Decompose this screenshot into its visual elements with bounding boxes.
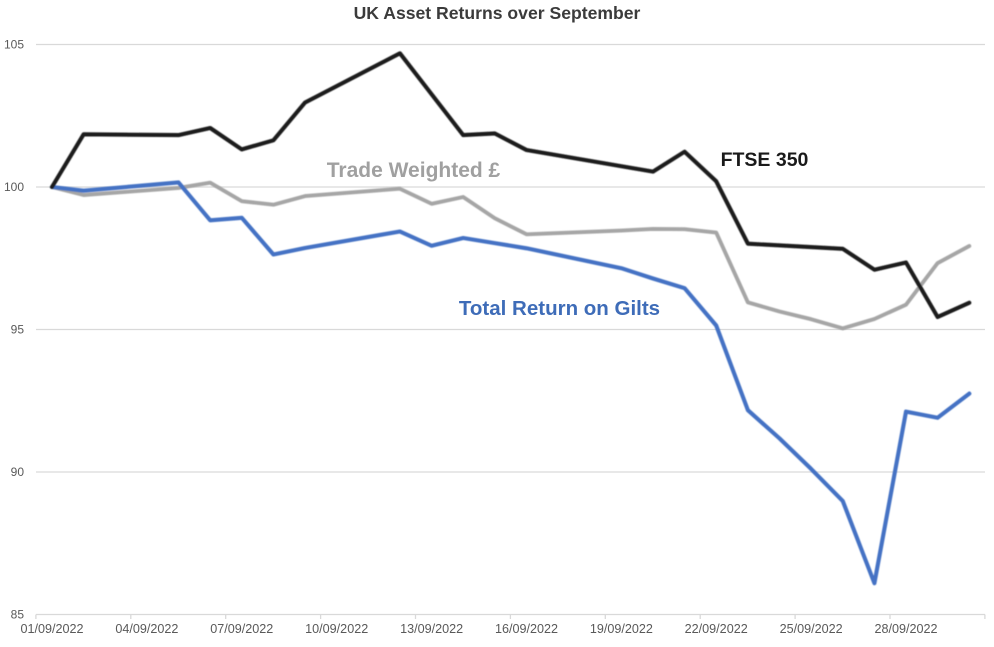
svg-text:10/09/2022: 10/09/2022 — [305, 622, 368, 636]
svg-text:85: 85 — [11, 608, 25, 622]
svg-text:04/09/2022: 04/09/2022 — [115, 622, 178, 636]
svg-text:90: 90 — [11, 465, 25, 479]
svg-text:19/09/2022: 19/09/2022 — [590, 622, 653, 636]
svg-text:FTSE 350: FTSE 350 — [721, 149, 809, 171]
svg-text:01/09/2022: 01/09/2022 — [20, 622, 83, 636]
svg-text:100: 100 — [4, 180, 24, 194]
svg-text:07/09/2022: 07/09/2022 — [210, 622, 273, 636]
svg-text:28/09/2022: 28/09/2022 — [874, 622, 937, 636]
svg-text:13/09/2022: 13/09/2022 — [400, 622, 463, 636]
svg-text:22/09/2022: 22/09/2022 — [685, 622, 748, 636]
svg-text:UK Asset Returns over Septembe: UK Asset Returns over September — [354, 3, 641, 23]
svg-text:105: 105 — [4, 38, 24, 52]
svg-text:Trade Weighted £: Trade Weighted £ — [327, 159, 501, 182]
svg-text:16/09/2022: 16/09/2022 — [495, 622, 558, 636]
svg-text:Total Return on Gilts: Total Return on Gilts — [459, 297, 660, 320]
svg-text:25/09/2022: 25/09/2022 — [780, 622, 843, 636]
svg-text:95: 95 — [11, 323, 25, 337]
